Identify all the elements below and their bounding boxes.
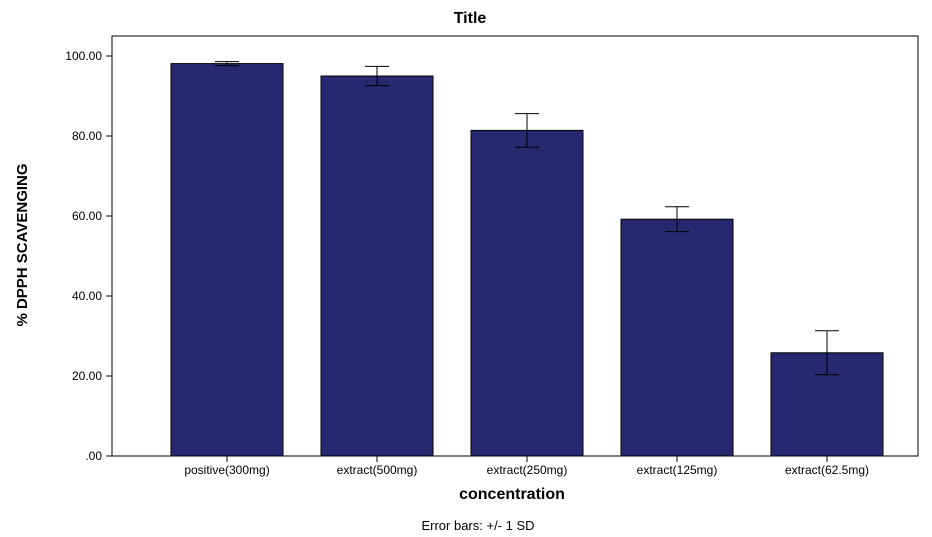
chart-title: Title — [454, 10, 487, 27]
x-tick-label: extract(500mg) — [337, 463, 418, 477]
bar-series — [170, 63, 884, 457]
y-tick-label: 40.00 — [72, 289, 102, 303]
bar — [170, 63, 284, 457]
y-tick-label: 80.00 — [72, 129, 102, 143]
x-tick-label: positive(300mg) — [184, 463, 269, 477]
y-tick-label: 60.00 — [72, 209, 102, 223]
y-axis-label: % DPPH SCAVENGING — [14, 163, 31, 326]
x-axis-label: concentration — [459, 486, 565, 503]
error-bars — [215, 61, 839, 376]
error-bar-note: Error bars: +/- 1 SD — [421, 518, 534, 533]
x-tick-label: extract(62.5mg) — [785, 463, 869, 477]
bar — [320, 75, 434, 457]
x-tick-label: extract(125mg) — [637, 463, 718, 477]
y-axis: .00 20.00 40.00 60.00 80.00 100.00 — [65, 49, 112, 463]
bar — [470, 129, 584, 457]
x-axis: positive(300mg) extract(500mg) extract(250… — [184, 456, 869, 477]
bar — [620, 218, 734, 457]
y-tick-label: 100.00 — [65, 49, 102, 63]
y-tick-label: 20.00 — [72, 369, 102, 383]
x-tick-label: extract(250mg) — [487, 463, 568, 477]
y-tick-label: .00 — [85, 449, 102, 463]
